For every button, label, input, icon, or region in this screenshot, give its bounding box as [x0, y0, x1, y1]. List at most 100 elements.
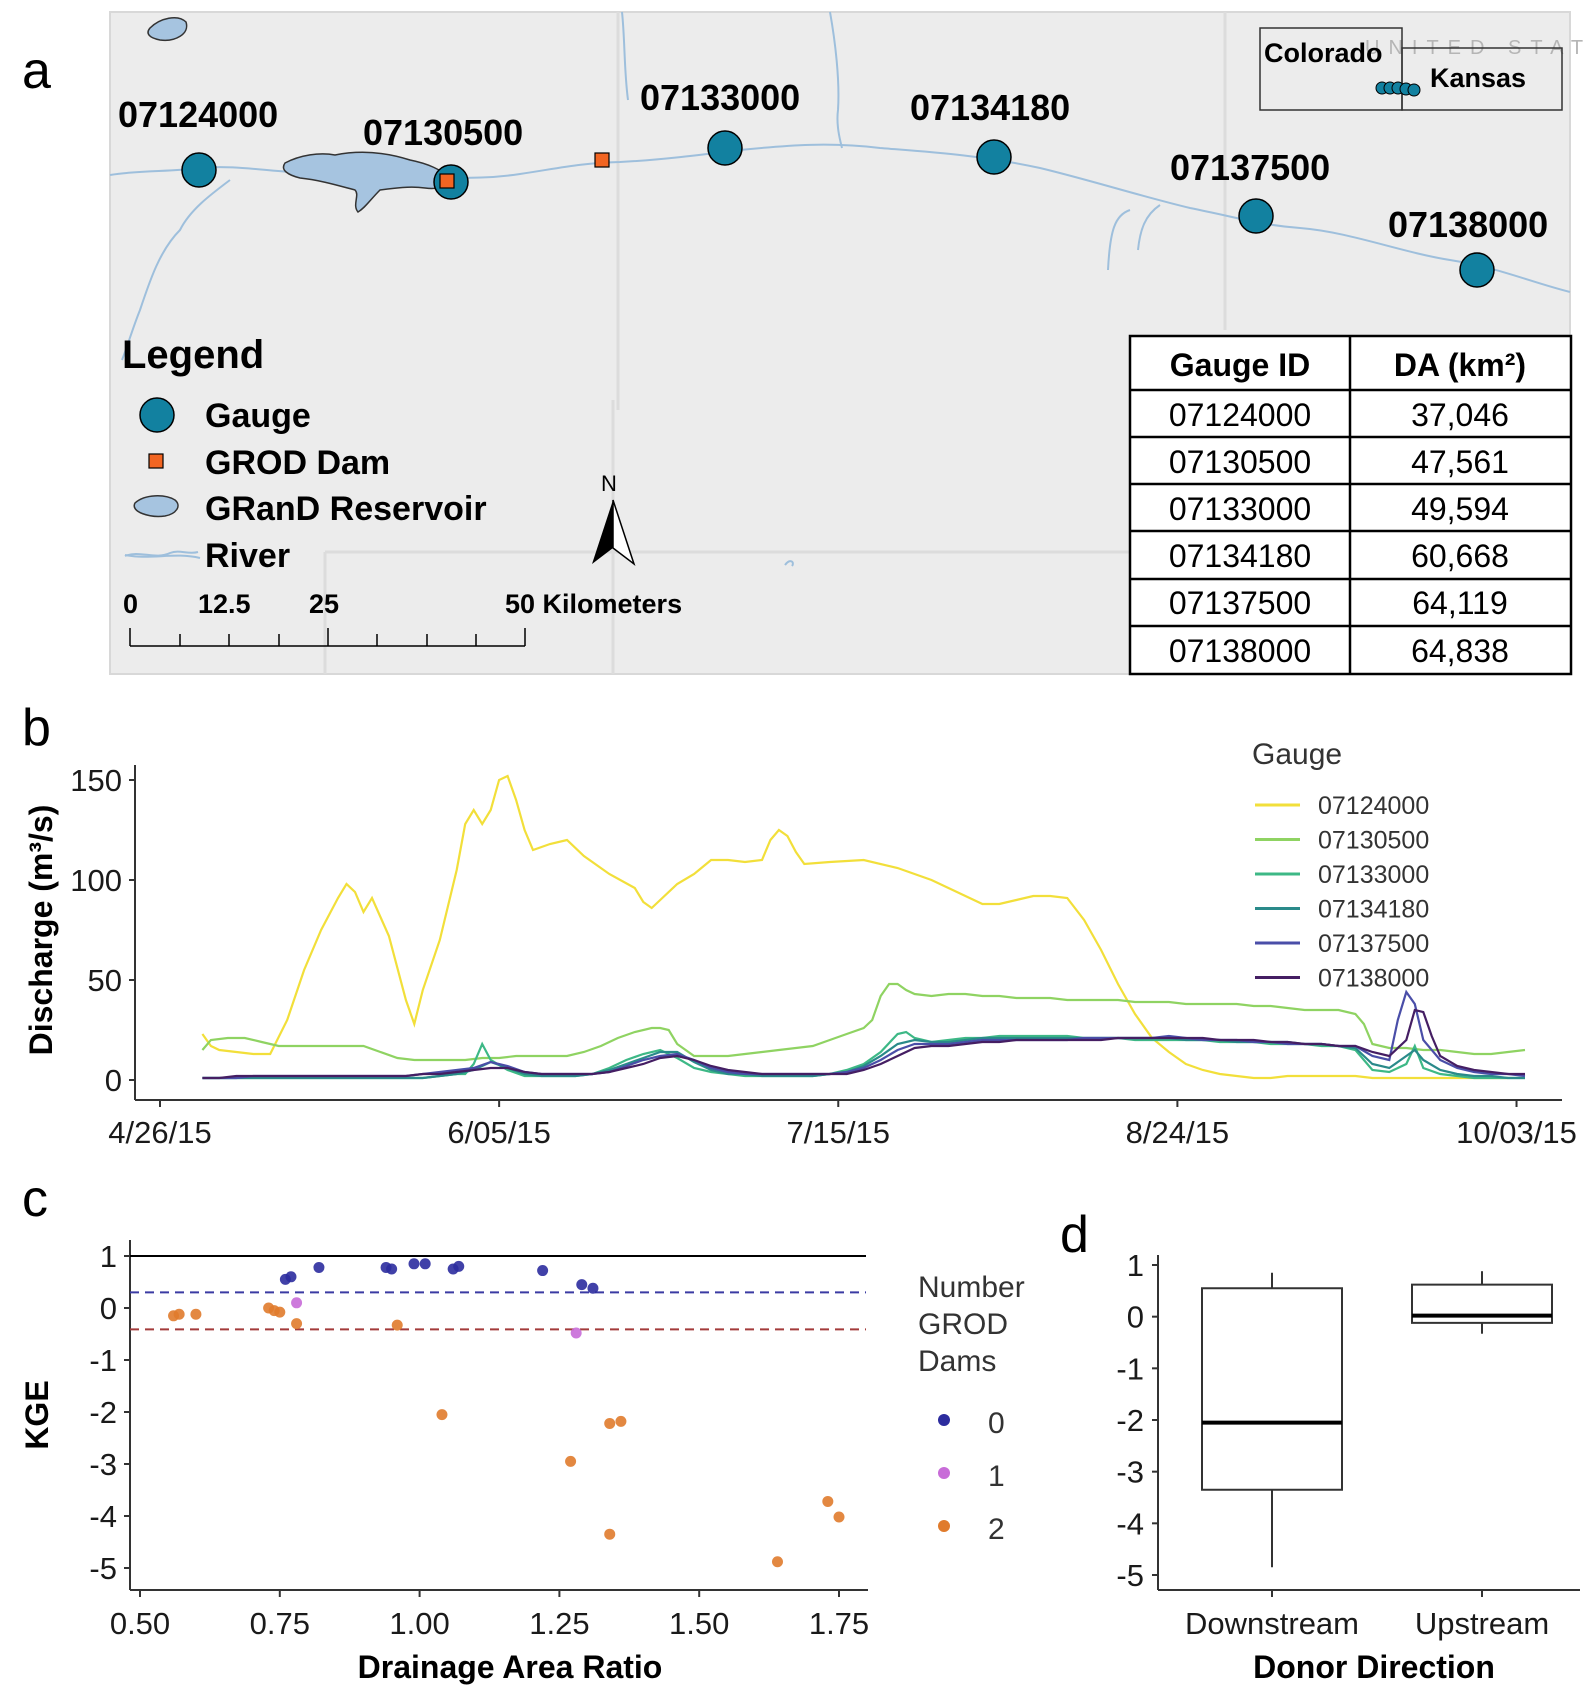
- gauge-markers: [181, 130, 1495, 288]
- scatter-point-dams-2[interactable]: [615, 1415, 627, 1427]
- scatter-legend-label-2: 2: [988, 1513, 1005, 1546]
- scatter-point-dams-2[interactable]: [771, 1556, 783, 1568]
- boxplot-boxes: [1201, 1271, 1553, 1568]
- scatter-point-dams-0[interactable]: [576, 1279, 588, 1291]
- dam-marker-2[interactable]: [594, 152, 610, 168]
- panel-label-d: d: [1060, 1206, 1089, 1264]
- scatter-point-dams-2[interactable]: [274, 1306, 286, 1318]
- north-label: N: [601, 471, 617, 496]
- scatter-point-dams-2[interactable]: [291, 1318, 303, 1330]
- kge-scatter-chart: KGE Drainage Area Ratio 1 0 -1 -2 -3 -4 -5 0.5…: [19, 1239, 1025, 1685]
- scale-label-50-km: 50 Kilometers: [505, 589, 682, 619]
- scatter-point-dams-0[interactable]: [408, 1258, 420, 1270]
- hydrograph-line-07124000[interactable]: [201, 774, 1508, 1080]
- scatter-legend-label-0: 0: [988, 1407, 1005, 1440]
- scatter-point-dams-2[interactable]: [604, 1417, 616, 1429]
- boxplot-x-title: Donor Direction: [1253, 1649, 1495, 1685]
- hydrograph-legend-label-07133000: 07133000: [1318, 861, 1429, 889]
- map-legend-title: Legend: [122, 333, 264, 377]
- inset-colorado-label: Colorado: [1264, 38, 1383, 68]
- scatter-point-dams-0[interactable]: [587, 1282, 599, 1294]
- gauge-label-07124000: 07124000: [118, 94, 278, 135]
- north-arrow-left: [592, 500, 613, 564]
- scatter-point-dams-1[interactable]: [291, 1297, 303, 1309]
- scatter-legend-title-1: Number: [918, 1271, 1025, 1304]
- boundaries: [323, 12, 1227, 674]
- north-arrow: N: [592, 471, 636, 567]
- scatter-points: [168, 1258, 845, 1568]
- hydrograph-y-tick-label: 100: [70, 863, 122, 898]
- legend-river-label: River: [205, 537, 290, 575]
- hydrograph-line-07130500[interactable]: [201, 982, 1526, 1062]
- gauge-marker-07124000[interactable]: [181, 152, 217, 188]
- boxplot-y-tick-label: -3: [1116, 1455, 1144, 1490]
- map-panel: 07124000 07130500 07133000 07134180 0713…: [109, 11, 1583, 676]
- scatter-x-tick-label: 1.50: [669, 1606, 729, 1641]
- da-table: Gauge ID DA (km²) 07124000 37,046 071305…: [1128, 334, 1573, 676]
- scatter-point-dams-0[interactable]: [419, 1258, 431, 1270]
- scatter-point-dams-2[interactable]: [173, 1308, 185, 1320]
- boxplot-y-tick-label: -5: [1116, 1558, 1144, 1593]
- da-table-da: 37,046: [1411, 397, 1509, 433]
- scatter-y-tick-label: -5: [89, 1551, 117, 1586]
- scatter-point-dams-0[interactable]: [453, 1260, 465, 1272]
- scatter-point-dams-2[interactable]: [604, 1528, 616, 1540]
- hydrograph-x-tick-label: 7/15/15: [787, 1115, 890, 1150]
- scale-bar-ticks: [129, 628, 526, 647]
- hydrograph-legend-label-07138000: 07138000: [1318, 965, 1429, 993]
- scatter-point-dams-2[interactable]: [565, 1455, 577, 1467]
- hydrograph-line-07138000[interactable]: [202, 1008, 1525, 1080]
- north-arrow-right: [612, 499, 636, 567]
- scale-label-12-5: 12.5: [198, 589, 251, 619]
- legend-dam-label: GROD Dam: [205, 444, 390, 482]
- gauge-label-07137500: 07137500: [1170, 147, 1330, 188]
- inset-kansas-label: Kansas: [1430, 63, 1526, 93]
- gauge-marker-07134180[interactable]: [976, 139, 1012, 175]
- scatter-point-dams-2[interactable]: [833, 1511, 845, 1523]
- scatter-point-dams-0[interactable]: [386, 1263, 398, 1275]
- scatter-point-dams-1[interactable]: [570, 1327, 582, 1339]
- scatter-x-tick-label: 0.50: [110, 1606, 170, 1641]
- panel-label-a: a: [22, 42, 51, 100]
- scatter-point-dams-0[interactable]: [313, 1261, 325, 1273]
- scatter-point-dams-2[interactable]: [436, 1409, 448, 1421]
- hydrograph-x-tick-label: 8/24/15: [1126, 1115, 1229, 1150]
- boxplot-box-downstream[interactable]: [1201, 1287, 1343, 1491]
- panel-label-c: c: [22, 1170, 48, 1228]
- da-table-da: 64,119: [1412, 585, 1508, 621]
- scale-label-0: 0: [123, 589, 138, 619]
- hydrograph-legend-title: Gauge: [1252, 738, 1342, 771]
- legend-gauge-symbol: [139, 397, 175, 433]
- dam-marker-1[interactable]: [439, 173, 455, 189]
- boxplot-x-tick-label: Upstream: [1415, 1606, 1549, 1641]
- scatter-point-dams-2[interactable]: [822, 1495, 834, 1507]
- legend-gauge-label: Gauge: [205, 397, 311, 435]
- inset-kansas-outline: [1401, 47, 1563, 111]
- donor-boxplot-chart: Donor Direction 1 0 -1 -2 -3 -4 -5 Downstream U…: [1116, 1248, 1580, 1685]
- scatter-point-dams-2[interactable]: [391, 1319, 403, 1331]
- panel-label-b: b: [22, 699, 51, 757]
- gauge-label-07138000: 07138000: [1388, 204, 1548, 245]
- legend-dam-symbol: [148, 453, 164, 469]
- hydrograph-y-title: Discharge (m³/s): [23, 805, 59, 1056]
- scatter-y-tick-label: -2: [89, 1395, 117, 1430]
- boxplot-y-tick-label: 0: [1127, 1300, 1144, 1335]
- legend-reservoir-label: GRanD Reservoir: [205, 490, 487, 528]
- hydrograph-chart: Discharge (m³/s) 0 50 100 150 4/26/15 6/05/1…: [23, 738, 1577, 1150]
- gauge-marker-07137500[interactable]: [1238, 198, 1274, 234]
- gauge-marker-07138000[interactable]: [1459, 252, 1495, 288]
- da-table-grid: [1130, 336, 1571, 674]
- scatter-x-tick-label: 0.75: [250, 1606, 310, 1641]
- da-table-id: 07134180: [1169, 538, 1311, 574]
- gauge-marker-07133000[interactable]: [707, 130, 743, 166]
- locator-inset: UNITED STAT Colorado Kansas: [1259, 27, 1583, 111]
- scatter-point-dams-0[interactable]: [285, 1271, 297, 1283]
- da-table-header-id: Gauge ID: [1170, 347, 1310, 383]
- scatter-point-dams-0[interactable]: [537, 1265, 549, 1277]
- boxplot-x-tick-label: Downstream: [1185, 1606, 1359, 1641]
- scatter-x-ticks: 0.50 0.75 1.00 1.25 1.50 1.75: [110, 1590, 869, 1641]
- da-table-id: 07137500: [1169, 585, 1311, 621]
- legend-river-symbol: [124, 550, 199, 557]
- scatter-point-dams-2[interactable]: [190, 1308, 202, 1320]
